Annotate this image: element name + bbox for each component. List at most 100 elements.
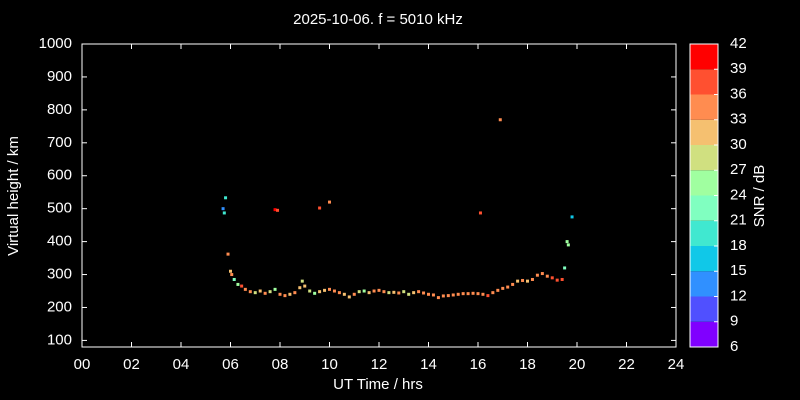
colorbar-tick-label: 39 (730, 60, 747, 77)
chart-title: 2025-10-06. f = 5010 kHz (293, 11, 463, 28)
data-point (392, 290, 396, 294)
data-point (550, 276, 554, 280)
x-tick-label: 12 (371, 356, 388, 373)
data-point (461, 292, 465, 296)
data-point (337, 291, 341, 295)
data-point (540, 272, 544, 276)
data-point (278, 292, 282, 296)
x-tick-label: 24 (668, 356, 685, 373)
data-point (293, 291, 297, 295)
y-axis-label: Virtual height / km (5, 136, 22, 256)
colorbar-tick-label: 42 (730, 35, 747, 52)
colorbar-tick-label: 12 (730, 287, 747, 304)
data-point (243, 287, 247, 291)
data-point (382, 290, 386, 294)
x-tick-label: 00 (74, 356, 91, 373)
y-tick-label: 500 (47, 200, 72, 217)
data-point (240, 284, 244, 288)
data-point (397, 291, 401, 295)
data-point (352, 292, 356, 296)
colorbar-cell (690, 246, 718, 272)
x-tick-label: 14 (420, 356, 437, 373)
colorbar-cell (690, 321, 718, 347)
data-point (288, 292, 292, 296)
y-tick-label: 100 (47, 331, 72, 348)
y-tick-label: 400 (47, 233, 72, 250)
colorbar-tick-label: 27 (730, 161, 747, 178)
data-point (563, 266, 567, 270)
data-point (412, 291, 416, 295)
data-point (441, 294, 445, 298)
data-point (422, 291, 426, 295)
data-point (555, 278, 559, 282)
data-point (367, 291, 371, 295)
colorbar-tick-label: 24 (730, 186, 747, 203)
data-point (273, 208, 277, 212)
data-point (506, 285, 510, 289)
y-tick-label: 700 (47, 134, 72, 151)
data-point (313, 291, 317, 295)
data-point (372, 289, 376, 293)
y-tick-label: 900 (47, 68, 72, 85)
colorbar-cell (690, 119, 718, 145)
data-point (318, 206, 322, 210)
data-point (535, 273, 539, 277)
colorbar-label: SNR / dB (751, 165, 768, 228)
data-point (491, 291, 495, 295)
data-point (221, 207, 225, 211)
data-point (466, 292, 470, 296)
x-tick-label: 20 (569, 356, 586, 373)
data-point (298, 286, 302, 290)
data-point (451, 293, 455, 297)
x-tick-label: 22 (618, 356, 635, 373)
colorbar-tick-label: 30 (730, 136, 747, 153)
data-point (268, 290, 272, 294)
data-point (328, 287, 331, 291)
data-point (357, 290, 361, 294)
x-tick-label: 16 (470, 356, 487, 373)
colorbar-cell (690, 220, 718, 246)
data-point (481, 292, 485, 296)
data-point (476, 292, 480, 296)
x-tick-label: 08 (272, 356, 289, 373)
colorbar-tick-label: 15 (730, 262, 747, 279)
data-point (456, 292, 460, 296)
data-point (323, 288, 327, 292)
data-point (417, 290, 421, 294)
data-point (248, 290, 252, 294)
colorbar-cell (690, 44, 718, 70)
data-point (276, 208, 280, 212)
data-point (362, 289, 366, 293)
data-point (377, 288, 381, 292)
data-point (530, 277, 534, 281)
data-point (222, 211, 226, 215)
data-point (427, 292, 430, 296)
data-point (511, 282, 515, 286)
data-point (486, 294, 490, 298)
data-point (229, 269, 232, 273)
data-point (224, 196, 228, 200)
data-point (526, 279, 529, 283)
x-axis-label: UT Time / hrs (333, 376, 423, 393)
data-point (566, 243, 570, 247)
data-point (253, 291, 257, 295)
data-point (436, 296, 440, 300)
data-point (471, 291, 475, 295)
x-tick-label: 06 (222, 356, 239, 373)
data-point (446, 294, 450, 298)
colorbar-tick-label: 33 (730, 111, 747, 128)
data-point (236, 282, 240, 286)
data-point (545, 274, 549, 278)
colorbar-cell (690, 195, 718, 221)
data-point (332, 289, 336, 293)
data-point (303, 284, 307, 288)
data-point (318, 290, 322, 294)
data-point (328, 200, 331, 204)
data-point (516, 279, 520, 283)
data-point (570, 215, 574, 219)
colorbar-tick-label: 6 (730, 338, 738, 355)
x-tick-label: 18 (519, 356, 536, 373)
data-point (308, 289, 312, 293)
y-tick-label: 200 (47, 298, 72, 315)
